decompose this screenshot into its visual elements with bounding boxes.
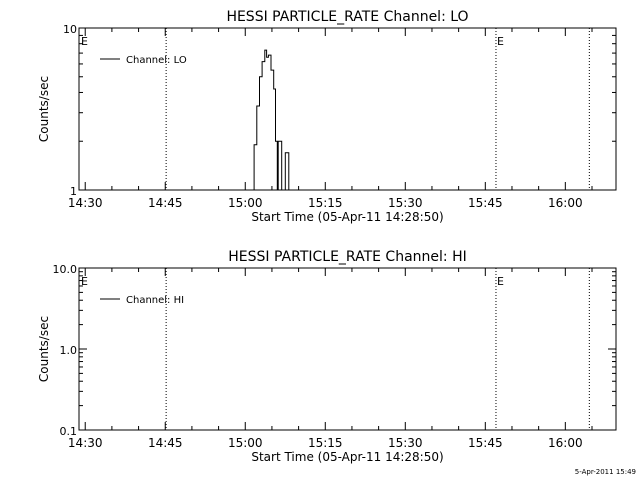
x-tick-label: 14:45 bbox=[148, 436, 183, 450]
x-tick-label: 16:00 bbox=[548, 196, 583, 210]
x-tick-label: 15:15 bbox=[308, 196, 343, 210]
x-tick-label: 14:45 bbox=[148, 196, 183, 210]
x-tick-label: 15:45 bbox=[468, 196, 503, 210]
legend-label: Channel: LO bbox=[126, 55, 187, 66]
event-marker-label: E bbox=[81, 275, 88, 288]
event-marker-label: E bbox=[497, 35, 504, 48]
x-axis-label: Start Time (05-Apr-11 14:28:50) bbox=[251, 450, 443, 464]
x-tick-label: 14:30 bbox=[68, 196, 103, 210]
y-tick-label: 10 bbox=[63, 23, 77, 36]
x-tick-label: 15:15 bbox=[308, 436, 343, 450]
y-tick-label: 1.0 bbox=[60, 344, 78, 357]
event-marker-label: E bbox=[81, 35, 88, 48]
x-tick-label: 15:45 bbox=[468, 436, 503, 450]
x-axis-label: Start Time (05-Apr-11 14:28:50) bbox=[251, 210, 443, 224]
plot-frame bbox=[78, 267, 617, 431]
x-tick-label: 14:30 bbox=[68, 436, 103, 450]
chart-panel-1: HESSI PARTICLE_RATE Channel: LO Counts/se… bbox=[37, 9, 617, 224]
y-tick-label: 1 bbox=[70, 185, 77, 198]
chart-title: HESSI PARTICLE_RATE Channel: LO bbox=[226, 9, 468, 25]
x-tick-label: 15:00 bbox=[228, 436, 263, 450]
y-axis-label: Counts/sec bbox=[37, 316, 51, 382]
y-tick-label: 10.0 bbox=[53, 263, 78, 276]
event-marker-label: E bbox=[497, 275, 504, 288]
chart-panel-2: HESSI PARTICLE_RATE Channel: HI Counts/se… bbox=[37, 249, 617, 464]
x-tick-label: 15:30 bbox=[388, 196, 423, 210]
chart-title: HESSI PARTICLE_RATE Channel: HI bbox=[228, 249, 466, 265]
plot-frame bbox=[78, 27, 617, 191]
y-axis-label: Counts/sec bbox=[37, 76, 51, 142]
legend-label: Channel: HI bbox=[126, 295, 184, 306]
footer-timestamp: 5-Apr-2011 15:49 bbox=[575, 468, 636, 476]
x-tick-label: 15:00 bbox=[228, 196, 263, 210]
series-line-lo bbox=[251, 49, 290, 191]
x-tick-label: 15:30 bbox=[388, 436, 423, 450]
x-tick-label: 16:00 bbox=[548, 436, 583, 450]
y-tick-label: 0.1 bbox=[60, 425, 78, 438]
